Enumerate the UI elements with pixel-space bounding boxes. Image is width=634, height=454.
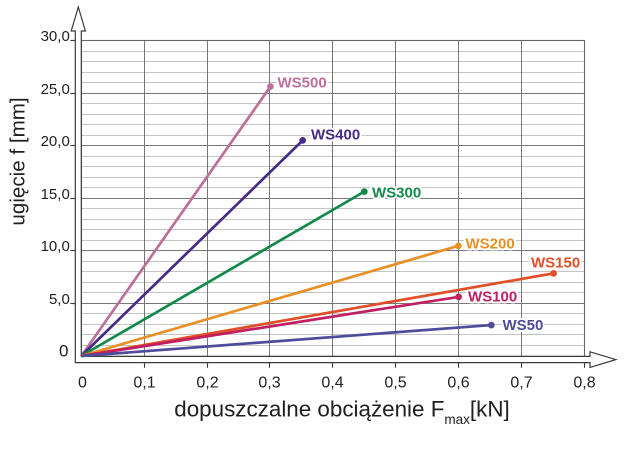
svg-text:15,0: 15,0 — [41, 186, 70, 203]
svg-text:WS500: WS500 — [278, 74, 327, 91]
svg-text:10,0: 10,0 — [41, 238, 70, 255]
svg-text:0,7: 0,7 — [510, 375, 532, 392]
svg-text:0,1: 0,1 — [133, 375, 155, 392]
svg-text:25,0: 25,0 — [41, 81, 70, 98]
svg-text:ugięcie f [mm]: ugięcie f [mm] — [6, 97, 29, 225]
svg-text:20,0: 20,0 — [41, 133, 70, 150]
svg-text:0,4: 0,4 — [321, 375, 343, 392]
svg-text:0: 0 — [78, 375, 87, 392]
svg-text:WS150: WS150 — [531, 254, 580, 271]
svg-text:0,2: 0,2 — [196, 375, 218, 392]
svg-text:WS50: WS50 — [503, 317, 544, 334]
svg-text:30,0: 30,0 — [41, 28, 70, 45]
svg-text:WS200: WS200 — [466, 235, 515, 252]
svg-text:0,8: 0,8 — [573, 375, 595, 392]
svg-text:WS100: WS100 — [468, 289, 517, 306]
svg-text:WS300: WS300 — [372, 185, 421, 202]
svg-text:0,5: 0,5 — [384, 375, 406, 392]
svg-text:0,3: 0,3 — [258, 375, 280, 392]
svg-text:WS400: WS400 — [311, 127, 360, 144]
svg-text:0: 0 — [59, 342, 68, 361]
svg-text:0,6: 0,6 — [447, 375, 469, 392]
svg-text:5,0: 5,0 — [49, 291, 70, 308]
